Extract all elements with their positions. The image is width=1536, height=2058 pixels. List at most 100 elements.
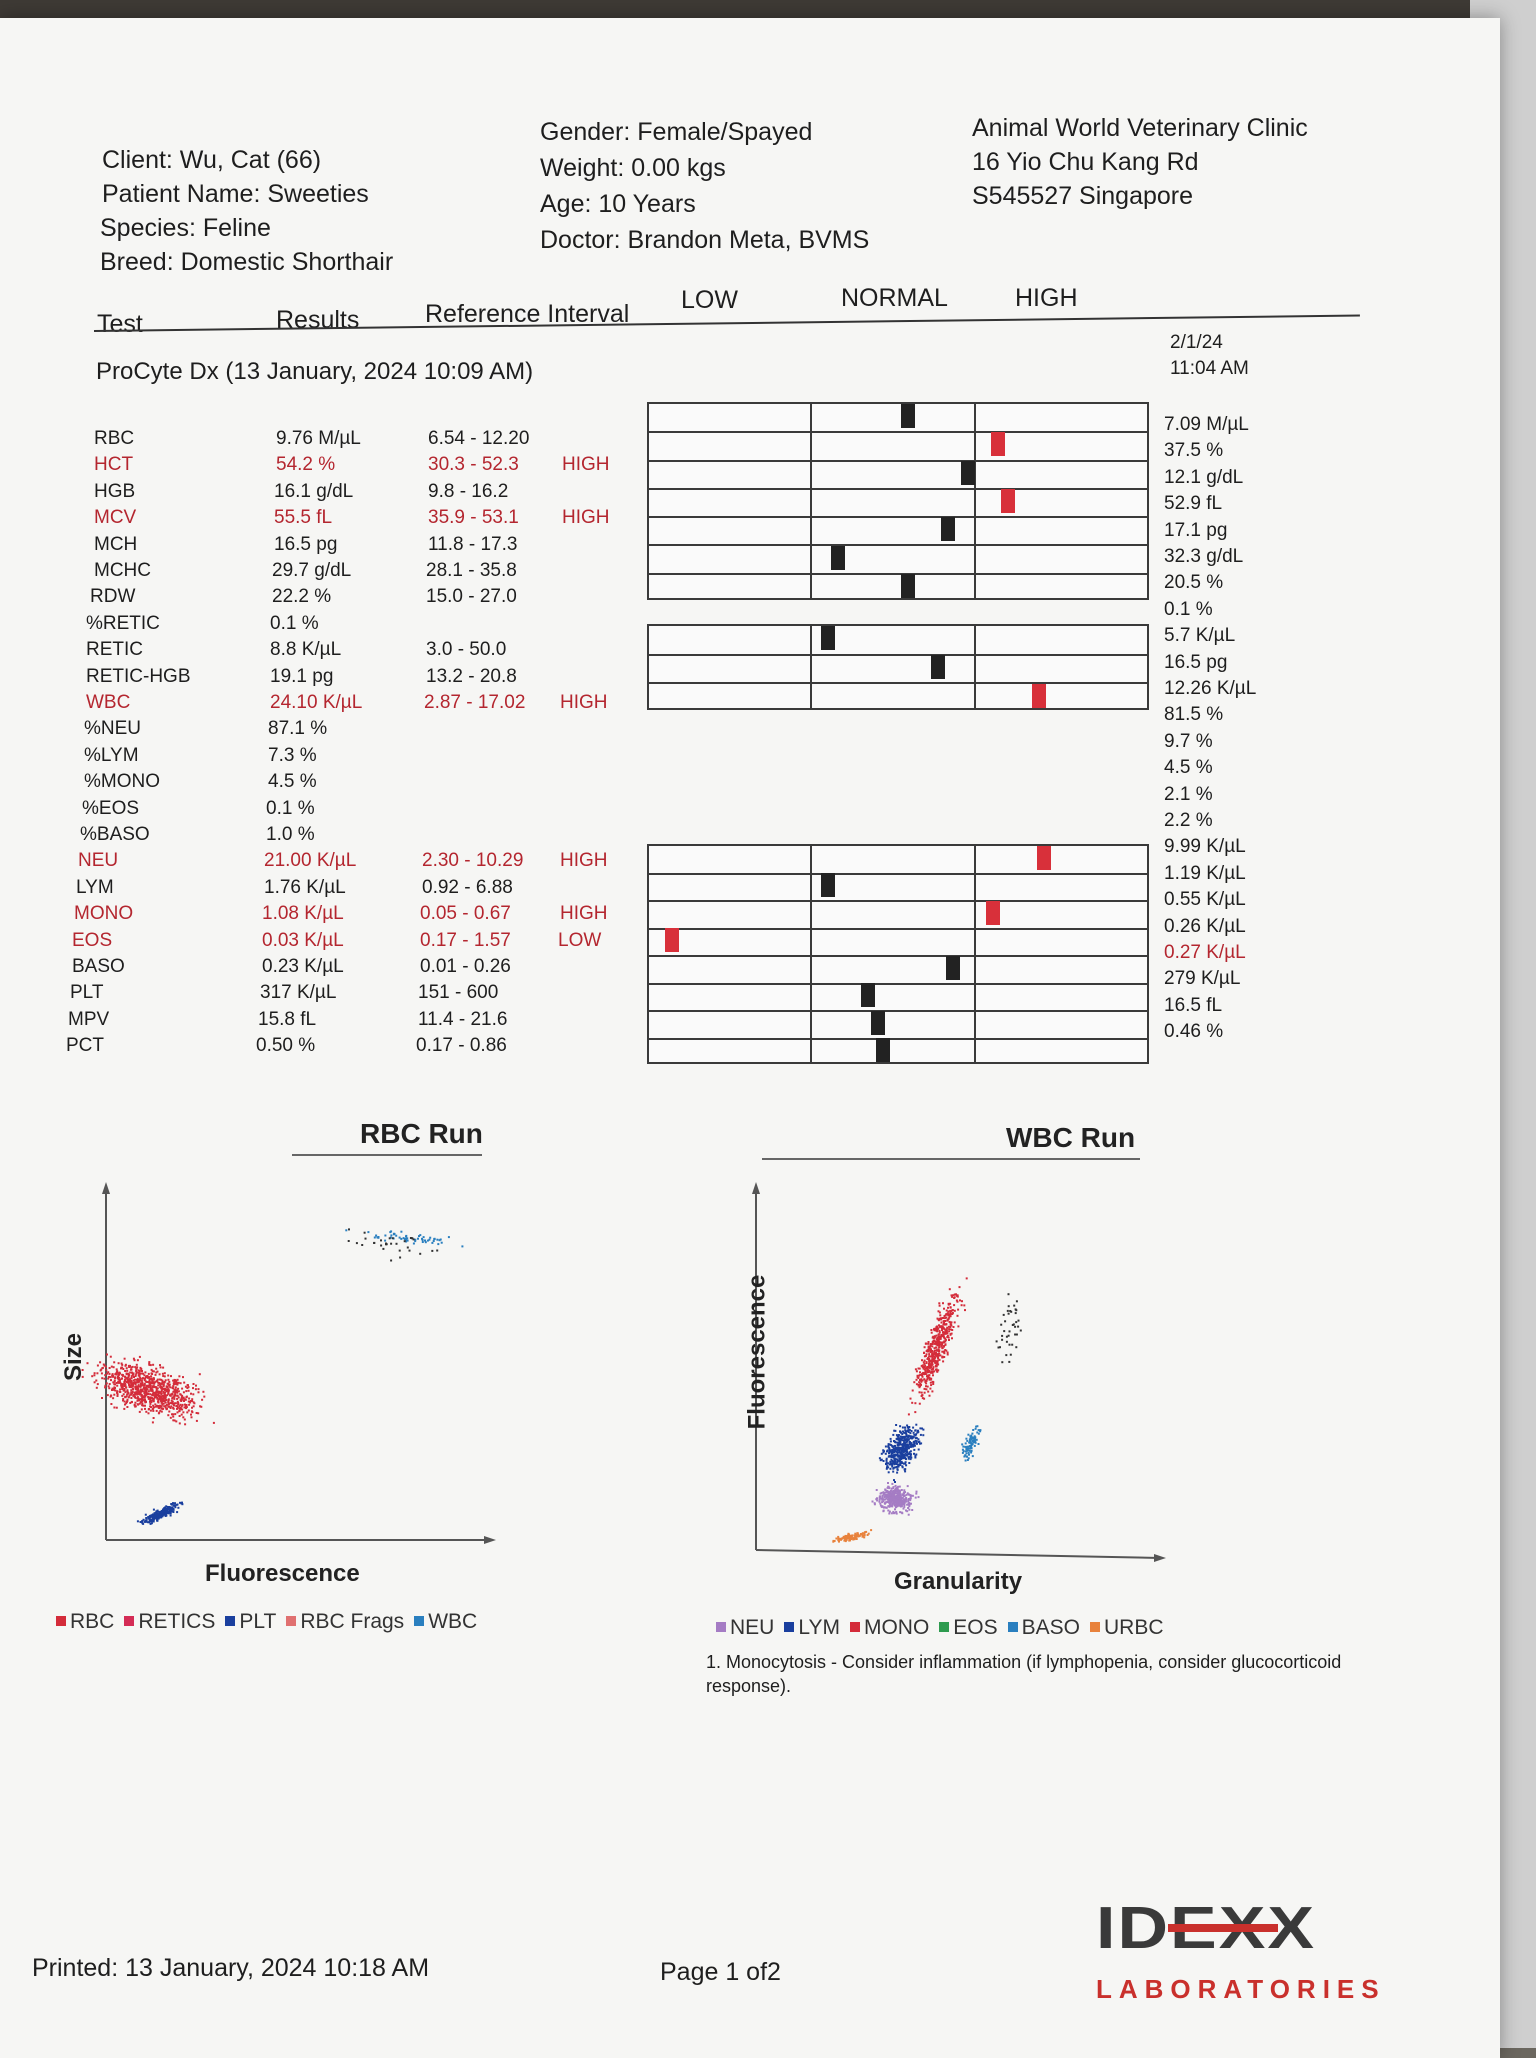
mono-dot xyxy=(913,1381,916,1384)
neu-dot xyxy=(878,1496,881,1499)
wbc-dot xyxy=(400,1237,403,1240)
neu-dot xyxy=(892,1498,895,1501)
rbc-dot xyxy=(172,1379,175,1382)
mono-dot xyxy=(953,1296,956,1299)
mono-dot xyxy=(931,1363,934,1366)
rbc-dot xyxy=(171,1397,174,1400)
rbc-dot xyxy=(163,1394,166,1397)
noise-dot xyxy=(1013,1304,1016,1307)
lym-dot xyxy=(895,1434,898,1437)
lym-dot xyxy=(893,1479,895,1482)
baso-dot xyxy=(972,1429,975,1431)
mono-dot xyxy=(914,1368,917,1371)
noise-dot xyxy=(406,1246,409,1249)
neu-dot xyxy=(889,1503,891,1506)
mono-dot xyxy=(941,1342,944,1345)
test-name: RBC xyxy=(94,428,135,449)
test-previous-result: 2.2 % xyxy=(1164,810,1213,831)
mono-dot xyxy=(935,1368,938,1371)
mono-dot xyxy=(952,1326,955,1328)
rbc-dot xyxy=(137,1388,139,1390)
noise-dot xyxy=(1002,1313,1005,1316)
plt-dot xyxy=(156,1513,159,1516)
legend-swatch xyxy=(124,1616,135,1626)
plt-dot xyxy=(167,1510,170,1513)
noise-dot xyxy=(1017,1325,1020,1328)
rbc-dot xyxy=(156,1404,158,1407)
rbc-dot xyxy=(148,1363,151,1366)
rbc-dot xyxy=(141,1390,144,1392)
rbc-dot xyxy=(151,1393,154,1396)
mono-dot xyxy=(948,1325,950,1328)
mono-dot xyxy=(942,1317,944,1319)
rbc-dot xyxy=(182,1399,185,1402)
rbc-dot xyxy=(197,1388,200,1391)
mono-dot xyxy=(927,1346,930,1349)
neu-dot xyxy=(887,1491,890,1494)
neu-dot xyxy=(890,1492,893,1495)
lym-dot xyxy=(906,1440,909,1443)
lym-dot xyxy=(914,1429,917,1432)
rbc-dot xyxy=(158,1382,161,1384)
lym-dot xyxy=(907,1456,910,1459)
rbc-dot xyxy=(110,1403,113,1405)
plt-dot xyxy=(150,1514,153,1517)
rbc-dot xyxy=(127,1380,130,1383)
noise-dot xyxy=(348,1228,350,1231)
rbc-dot xyxy=(150,1387,153,1390)
lym-dot xyxy=(894,1449,897,1452)
rbc-dot xyxy=(169,1416,172,1419)
test-reference: 0.17 - 0.86 xyxy=(416,1035,507,1057)
rbc-dot xyxy=(161,1398,164,1400)
rbc-dot xyxy=(102,1363,105,1366)
lym-dot xyxy=(906,1424,909,1427)
baso-dot xyxy=(970,1447,973,1449)
mono-dot xyxy=(927,1390,930,1393)
rbc-dot xyxy=(131,1390,134,1393)
rbc-dot xyxy=(179,1399,182,1402)
mono-dot xyxy=(933,1335,935,1338)
rbc-dot xyxy=(134,1378,136,1381)
rbc-dot xyxy=(117,1378,120,1381)
rbc-dot xyxy=(127,1372,130,1375)
noise-dot xyxy=(412,1238,415,1241)
rbc-dot xyxy=(138,1375,141,1378)
mono-dot xyxy=(938,1358,941,1361)
urbc-dot xyxy=(842,1535,845,1538)
rbc-run-title-rule xyxy=(292,1154,482,1156)
noise-dot xyxy=(1001,1334,1004,1337)
test-result: 29.7 g/dL xyxy=(272,560,352,581)
neu-dot xyxy=(909,1495,912,1498)
lym-dot xyxy=(897,1443,900,1446)
test-result: 0.1 % xyxy=(270,612,319,634)
rbc-dot xyxy=(100,1368,103,1371)
rbc-dot xyxy=(135,1370,138,1372)
rbc-dot xyxy=(113,1393,116,1396)
mono-dot xyxy=(930,1368,933,1371)
lym-dot xyxy=(897,1463,900,1466)
rbc-dot xyxy=(212,1421,215,1424)
neu-dot xyxy=(909,1494,912,1497)
neu-dot xyxy=(879,1504,882,1507)
plt-dot xyxy=(144,1513,147,1516)
gender-line: Gender: Female/Spayed xyxy=(540,118,813,146)
rbc-dot xyxy=(182,1416,185,1419)
rbc-dot xyxy=(182,1396,185,1399)
neu-dot xyxy=(875,1498,878,1501)
rbc-dot xyxy=(199,1405,202,1408)
test-name: %BASO xyxy=(80,824,150,845)
noise-dot xyxy=(390,1259,393,1262)
neu-dot xyxy=(878,1495,881,1498)
rbc-dot xyxy=(149,1386,152,1389)
rbc-dot xyxy=(110,1379,112,1382)
wbc-run-xlabel: Granularity xyxy=(894,1568,1023,1595)
mono-dot xyxy=(949,1333,952,1336)
lym-dot xyxy=(907,1427,910,1430)
lym-dot xyxy=(909,1443,911,1445)
urbc-dot xyxy=(855,1538,858,1540)
rbc-dot xyxy=(154,1373,157,1376)
test-reference: 11.8 - 17.3 xyxy=(428,533,518,555)
previous-time: 11:04 AM xyxy=(1170,358,1249,379)
neu-dot xyxy=(889,1502,892,1505)
lym-dot xyxy=(906,1451,908,1453)
